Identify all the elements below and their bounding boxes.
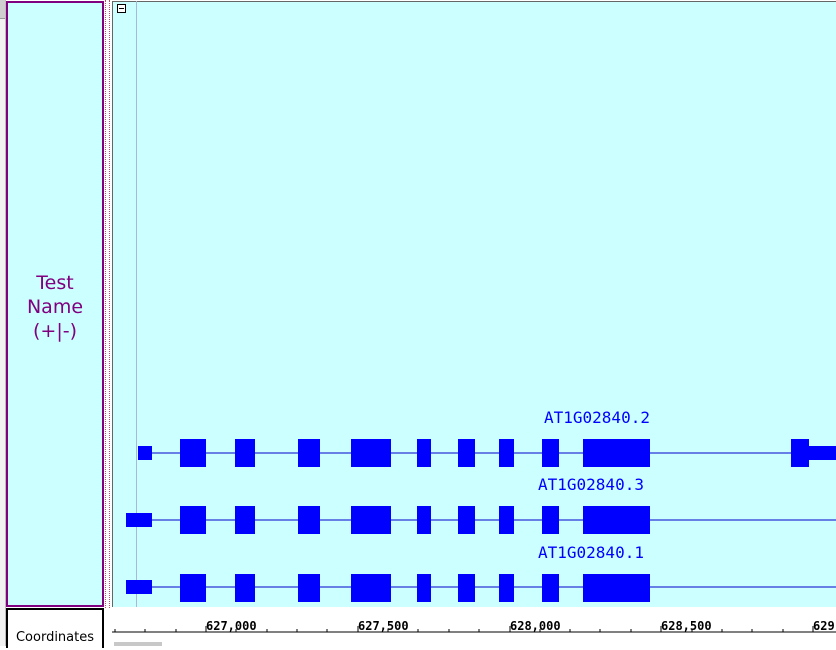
coordinates-label: Coordinates: [15, 630, 95, 645]
track-strand-indicator: (+|-): [32, 320, 77, 342]
utr-block: [138, 446, 152, 460]
exon-block: [458, 574, 475, 602]
gene-model[interactable]: AT1G02840.1: [126, 543, 836, 602]
exon-block: [298, 574, 320, 602]
exon-block: [351, 506, 391, 534]
exon-block: [583, 439, 650, 467]
tick-label: 627,500: [358, 619, 409, 633]
exon-block: [499, 506, 514, 534]
tick-label: 627,000: [206, 619, 257, 633]
gene-name-label: AT1G02840.2: [544, 408, 650, 427]
exon-block: [583, 574, 650, 602]
exon-block: [791, 439, 809, 467]
ruler-svg: 627,000 627,500 628,000 628,500 629,: [112, 619, 836, 633]
left-edge-handle: [0, 0, 5, 19]
gene-name-label: AT1G02840.1: [538, 543, 644, 562]
exon-block: [417, 574, 431, 602]
exon-block: [499, 574, 514, 602]
minus-box-icon[interactable]: [117, 4, 126, 13]
gene-name-label: AT1G02840.3: [538, 475, 644, 494]
exon-block: [351, 574, 391, 602]
tick-label: 628,500: [661, 619, 712, 633]
exon-block: [351, 439, 391, 467]
coordinate-ruler: 627,000 627,500 628,000 628,500 629,: [112, 607, 836, 646]
horizontal-scrollbar-thumb[interactable]: [114, 642, 162, 646]
exon-block: [542, 506, 559, 534]
tick-label: 629,: [813, 619, 836, 633]
utr-block: [809, 446, 836, 460]
exon-block: [542, 574, 559, 602]
exon-block: [180, 439, 206, 467]
exon-block: [542, 439, 559, 467]
coordinates-label-panel: Coordinates: [6, 608, 104, 648]
exon-block: [235, 506, 255, 534]
utr-block: [126, 580, 152, 594]
guide-line: [136, 1, 137, 646]
exon-block: [499, 439, 514, 467]
splitter-line: [105, 0, 107, 608]
exon-block: [458, 506, 475, 534]
track-label-panel[interactable]: Test Name (+|-): [6, 1, 104, 607]
utr-block: [126, 513, 152, 527]
left-edge-strip: [0, 0, 6, 646]
exon-block: [583, 506, 650, 534]
gene-model[interactable]: AT1G02840.3: [126, 475, 836, 534]
track-name-line-1: Test: [36, 272, 74, 294]
exon-block: [458, 439, 475, 467]
track-name: Test Name (+|-): [8, 271, 102, 343]
minor-ticks: [114, 629, 784, 632]
exon-block: [298, 439, 320, 467]
exon-block: [180, 574, 206, 602]
exon-block: [235, 574, 255, 602]
splitter-line: [109, 0, 111, 608]
exon-block: [180, 506, 206, 534]
track-name-line-2: Name: [26, 296, 84, 318]
major-ticks: [205, 626, 814, 632]
tick-label: 628,000: [510, 619, 561, 633]
gene-model[interactable]: AT1G02840.2: [138, 408, 836, 467]
exon-block: [235, 439, 255, 467]
exon-block: [417, 506, 431, 534]
exon-block: [298, 506, 320, 534]
panel-splitter[interactable]: [104, 0, 112, 608]
exon-block: [417, 439, 431, 467]
